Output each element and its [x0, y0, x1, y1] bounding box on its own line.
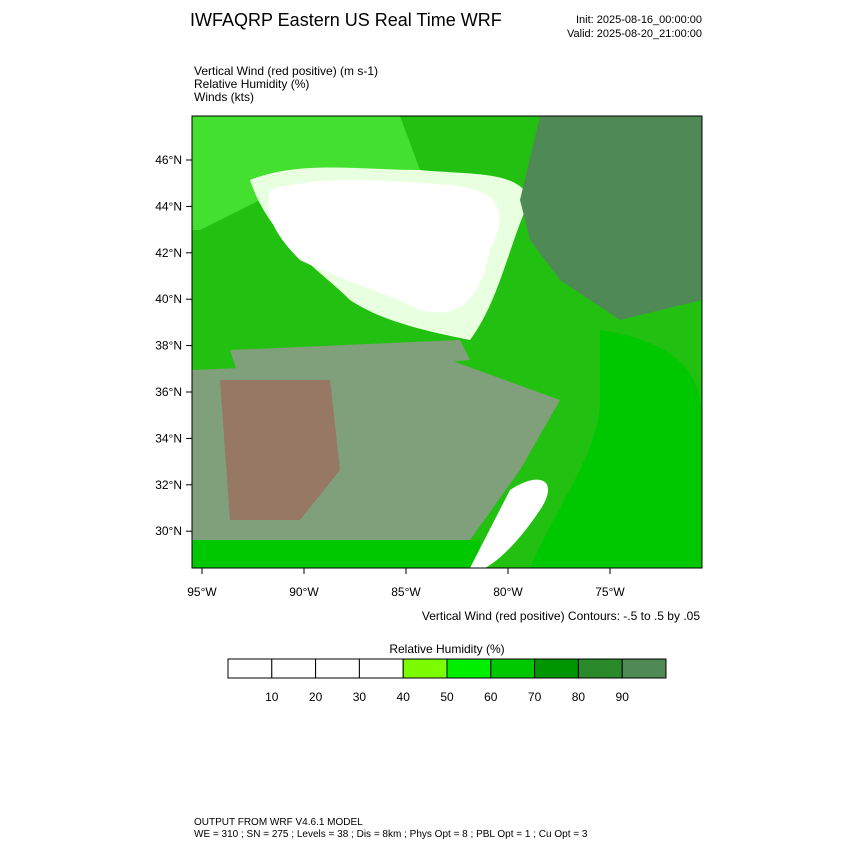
colorbar-box: [315, 658, 360, 679]
colorbar-label: 30: [353, 690, 367, 704]
map: [191, 115, 703, 569]
colorbar-box: [446, 658, 492, 679]
lat-label: 40°N: [155, 292, 182, 306]
colorbar-label: 70: [528, 690, 542, 704]
colorbar-label: 50: [440, 690, 454, 704]
init-time: Init: 2025-08-16_00:00:00: [576, 14, 702, 26]
colorbar-label: 80: [572, 690, 586, 704]
lon-label: 80°W: [493, 585, 523, 599]
colorbar-box: [490, 658, 536, 679]
colorbar-label: 20: [309, 690, 323, 704]
lon-label: 85°W: [391, 585, 421, 599]
colorbar-box: [402, 658, 448, 679]
contour-note: Vertical Wind (red positive) Contours: -…: [422, 609, 700, 623]
lat-label: 34°N: [155, 431, 182, 445]
colorbar-label: 90: [616, 690, 630, 704]
colorbar-box: [271, 658, 317, 679]
lat-label: 30°N: [155, 524, 182, 538]
lon-label: 90°W: [289, 585, 319, 599]
lat-label: 36°N: [155, 385, 182, 399]
colorbar-box: [358, 658, 404, 679]
colorbar-title: Relative Humidity (%): [389, 642, 504, 656]
lat-label: 32°N: [155, 478, 182, 492]
lon-label: 75°W: [595, 585, 625, 599]
colorbar-label: 60: [484, 690, 498, 704]
lat-label: 44°N: [155, 199, 182, 213]
colorbar-box: [227, 658, 273, 679]
field-label: Relative Humidity (%): [194, 77, 309, 91]
field-label: Winds (kts): [194, 90, 254, 104]
footer-line: OUTPUT FROM WRF V4.6.1 MODEL: [194, 817, 363, 828]
valid-time: Valid: 2025-08-20_21:00:00: [567, 28, 702, 40]
footer-line: WE = 310 ; SN = 275 ; Levels = 38 ; Dis …: [194, 829, 588, 840]
colorbar-box: [534, 658, 579, 679]
title: IWFAQRP Eastern US Real Time WRF: [190, 10, 502, 30]
colorbar-label: 10: [265, 690, 279, 704]
colorbar-box: [577, 658, 623, 679]
colorbar-box: [621, 658, 667, 679]
lon-label: 95°W: [187, 585, 217, 599]
colorbar-label: 40: [397, 690, 411, 704]
lat-label: 42°N: [155, 246, 182, 260]
lat-label: 38°N: [155, 339, 182, 353]
field-label: Vertical Wind (red positive) (m s-1): [194, 64, 378, 78]
lat-label: 46°N: [155, 153, 182, 167]
